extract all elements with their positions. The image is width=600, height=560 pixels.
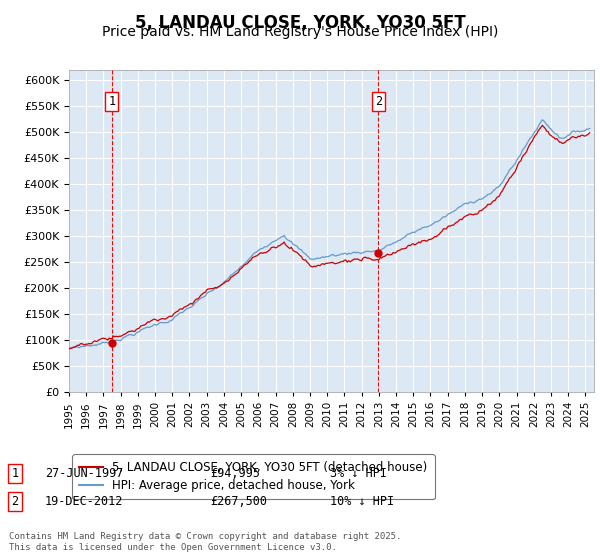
Legend: 5, LANDAU CLOSE, YORK, YO30 5FT (detached house), HPI: Average price, detached h: 5, LANDAU CLOSE, YORK, YO30 5FT (detache… (72, 454, 435, 499)
Text: 1: 1 (108, 95, 115, 108)
Text: 1: 1 (11, 466, 19, 480)
Text: 19-DEC-2012: 19-DEC-2012 (45, 494, 124, 508)
Text: 2: 2 (375, 95, 382, 108)
Text: £267,500: £267,500 (210, 494, 267, 508)
Text: 27-JUN-1997: 27-JUN-1997 (45, 466, 124, 480)
Text: £94,995: £94,995 (210, 466, 260, 480)
Text: 10% ↓ HPI: 10% ↓ HPI (330, 494, 394, 508)
Text: 3% ↓ HPI: 3% ↓ HPI (330, 466, 387, 480)
Text: Contains HM Land Registry data © Crown copyright and database right 2025.
This d: Contains HM Land Registry data © Crown c… (9, 532, 401, 552)
Text: Price paid vs. HM Land Registry's House Price Index (HPI): Price paid vs. HM Land Registry's House … (102, 25, 498, 39)
Text: 2: 2 (11, 494, 19, 508)
Text: 5, LANDAU CLOSE, YORK, YO30 5FT: 5, LANDAU CLOSE, YORK, YO30 5FT (134, 14, 466, 32)
